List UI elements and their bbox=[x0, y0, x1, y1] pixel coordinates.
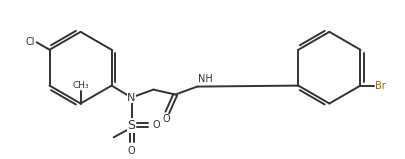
Text: Cl: Cl bbox=[25, 37, 34, 47]
Text: Br: Br bbox=[375, 81, 385, 91]
Text: NH: NH bbox=[198, 74, 213, 84]
Text: CH₃: CH₃ bbox=[72, 81, 89, 90]
Text: O: O bbox=[162, 114, 170, 124]
Text: O: O bbox=[152, 120, 160, 130]
Text: O: O bbox=[128, 146, 135, 156]
Text: S: S bbox=[127, 119, 135, 132]
Text: N: N bbox=[127, 93, 135, 103]
